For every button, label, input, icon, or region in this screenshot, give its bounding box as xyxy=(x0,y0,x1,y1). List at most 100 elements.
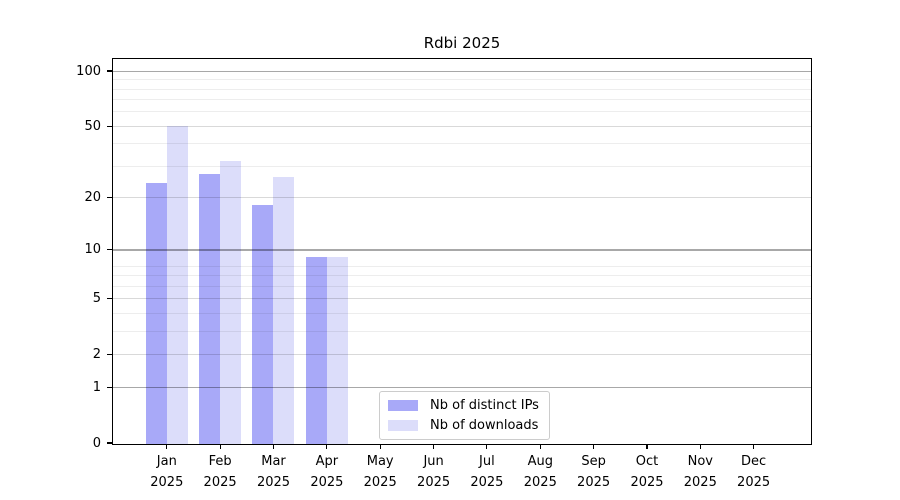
x-axis-tick xyxy=(219,445,221,449)
major-gridline xyxy=(113,354,811,356)
y-axis-tick xyxy=(107,249,112,251)
x-axis-month-label: Jan xyxy=(156,454,177,469)
legend-item: Nb of distinct IPs xyxy=(388,398,539,413)
y-axis-tick-label: 2 xyxy=(92,346,101,362)
x-axis-year-label: 2025 xyxy=(256,475,291,490)
x-axis-tick-label: Oct 2025 xyxy=(615,451,679,493)
y-axis-tick xyxy=(107,70,112,72)
minor-gridline xyxy=(113,313,811,314)
legend-swatch xyxy=(388,420,418,431)
x-axis-month-label: Mar xyxy=(261,454,286,469)
minor-gridline xyxy=(113,265,811,267)
minor-gridline xyxy=(113,111,811,113)
y-axis-tick xyxy=(107,353,112,355)
y-axis-tick-label: 20 xyxy=(84,190,101,206)
legend: Nb of distinct IPs Nb of downloads xyxy=(379,391,550,440)
x-axis-tick-label: Jan 2025 xyxy=(135,451,199,493)
x-axis-month-label: Oct xyxy=(635,454,659,469)
major-gridline xyxy=(113,249,811,251)
plot-area xyxy=(112,58,812,445)
x-axis-month-label: Jul xyxy=(479,454,495,469)
legend-label: Nb of downloads xyxy=(430,418,539,433)
x-axis-year-label: 2025 xyxy=(577,475,611,490)
x-axis-year-label: 2025 xyxy=(630,475,664,490)
major-gridline xyxy=(113,386,811,388)
minor-gridline xyxy=(113,285,811,287)
minor-gridline xyxy=(113,275,811,277)
x-axis-tick-label: Sep 2025 xyxy=(562,451,626,493)
x-axis-tick-label: Nov 2025 xyxy=(668,451,732,493)
x-axis-year-label: 2025 xyxy=(150,475,184,490)
x-axis-tick-label: Aug 2025 xyxy=(508,451,572,493)
x-axis-year-label: 2025 xyxy=(470,475,504,490)
y-axis-tick-label: 10 xyxy=(84,242,101,258)
y-axis-tick xyxy=(107,386,112,388)
y-axis-tick xyxy=(107,442,112,444)
major-gridline xyxy=(113,70,811,72)
x-axis-tick-label: Jul 2025 xyxy=(455,451,519,493)
x-axis-month-label: Sep xyxy=(581,454,606,469)
y-axis-tick-label: 100 xyxy=(76,63,101,79)
minor-gridline xyxy=(113,143,811,145)
legend-item: Nb of downloads xyxy=(388,418,539,433)
x-axis-tick xyxy=(379,445,381,449)
x-axis-tick-label: Mar 2025 xyxy=(242,451,306,493)
x-axis-month-label: Jun xyxy=(423,454,444,469)
x-axis-tick-label: Apr 2025 xyxy=(295,451,359,493)
bar-nb-of-downloads-feb xyxy=(219,160,241,444)
x-axis-year-label: 2025 xyxy=(417,475,451,490)
x-axis-year-label: 2025 xyxy=(310,475,344,490)
x-axis-tick xyxy=(593,445,595,449)
minor-gridline xyxy=(113,331,811,332)
x-axis-tick-label: Dec 2025 xyxy=(722,451,786,493)
minor-gridline xyxy=(113,99,811,101)
x-axis-year-label: 2025 xyxy=(683,475,717,490)
y-axis-tick-label: 50 xyxy=(84,118,101,134)
bar-nb-of-distinct-ips-mar xyxy=(252,205,274,444)
x-axis-year-label: 2025 xyxy=(737,475,771,490)
x-axis-month-label: Dec xyxy=(741,454,767,469)
x-axis-tick xyxy=(699,445,701,449)
x-axis-year-label: 2025 xyxy=(363,475,397,490)
minor-gridline xyxy=(113,88,811,90)
bar-nb-of-distinct-ips-apr xyxy=(305,257,327,444)
minor-gridline xyxy=(113,79,811,81)
x-axis-tick xyxy=(753,445,755,449)
major-gridline xyxy=(113,125,811,127)
x-axis-tick-label: Jun 2025 xyxy=(402,451,466,493)
x-axis-tick xyxy=(272,445,275,449)
major-gridline xyxy=(113,197,811,199)
x-axis-tick xyxy=(539,445,541,449)
x-axis-tick-label: Feb 2025 xyxy=(188,451,252,493)
bar-nb-of-downloads-mar xyxy=(273,177,295,444)
legend-label: Nb of distinct IPs xyxy=(430,398,539,413)
bar-nb-of-distinct-ips-jan xyxy=(145,183,167,444)
y-axis-tick xyxy=(107,125,112,127)
chart-title: Rdbi 2025 xyxy=(423,34,501,52)
y-axis-tick xyxy=(107,197,112,199)
x-axis-month-label: Nov xyxy=(687,454,713,469)
minor-gridline xyxy=(113,165,811,167)
y-axis-tick-label: 1 xyxy=(92,379,101,395)
y-axis-tick xyxy=(107,298,112,300)
x-axis-month-label: Apr xyxy=(315,454,339,469)
y-axis-tick-label: 0 xyxy=(92,435,101,451)
x-axis-year-label: 2025 xyxy=(203,475,237,490)
x-axis-tick xyxy=(432,445,435,449)
x-axis-tick xyxy=(486,445,488,449)
y-axis-tick-label: 5 xyxy=(92,291,101,307)
legend-swatch xyxy=(388,400,418,411)
x-axis-tick xyxy=(326,445,328,449)
x-axis-tick-label: May 2025 xyxy=(348,451,412,493)
x-axis-tick xyxy=(646,445,648,449)
x-axis-month-label: Feb xyxy=(208,454,232,469)
bar-nb-of-downloads-jan xyxy=(166,125,188,444)
x-axis-month-label: Aug xyxy=(527,454,553,469)
x-axis-year-label: 2025 xyxy=(523,475,557,490)
x-axis-tick xyxy=(166,445,168,449)
major-gridline xyxy=(113,298,811,300)
bar-nb-of-downloads-apr xyxy=(326,257,348,444)
x-axis-month-label: May xyxy=(366,454,394,469)
bars-layer xyxy=(113,59,811,444)
